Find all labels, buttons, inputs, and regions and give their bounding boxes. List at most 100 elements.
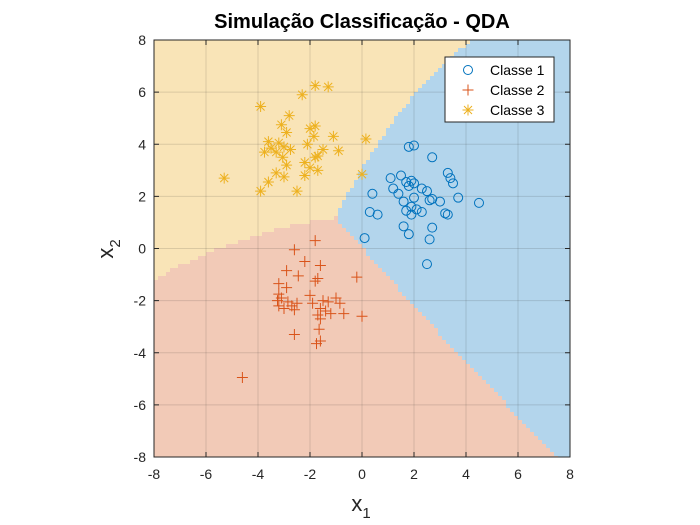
decision-region-cell: [442, 336, 570, 340]
y-tick-label: 0: [138, 241, 146, 257]
decision-region-cell: [466, 360, 570, 364]
data-point: [285, 143, 296, 155]
decision-region-cell: [154, 232, 262, 236]
decision-region-cell: [390, 124, 570, 128]
decision-region-cell: [406, 296, 570, 300]
decision-region-cell: [354, 236, 570, 240]
x-ticks: -8 -6 -4 -2 0 2 4 6 8: [148, 40, 574, 482]
decision-region-cell: [154, 184, 354, 188]
data-point: [288, 244, 300, 256]
decision-region-cell: [154, 204, 342, 208]
decision-region-cell: [158, 276, 390, 280]
decision-region-cell: [154, 308, 418, 312]
decision-region-cell: [154, 220, 310, 224]
decision-region-cell: [470, 40, 570, 44]
decision-region-cell: [154, 268, 170, 272]
data-point: [409, 178, 419, 189]
legend-marker: [462, 104, 474, 116]
data-point: [291, 297, 303, 309]
decision-region-cell: [458, 48, 570, 52]
data-point: [288, 329, 300, 341]
y-ticks: -8 -6 -4 -2 0 2 4 6 8: [134, 32, 570, 465]
decision-region-cell: [154, 72, 434, 76]
data-point: [427, 193, 438, 204]
decision-region-cell: [206, 252, 366, 256]
decision-region-cell: [154, 332, 438, 336]
decision-region-cell: [154, 348, 454, 352]
data-point: [317, 143, 329, 155]
data-point: [281, 127, 293, 139]
decision-region-cell: [154, 260, 190, 264]
decision-region-cell: [358, 240, 570, 244]
decision-region-cell: [154, 440, 542, 444]
decision-region-cell: [154, 212, 338, 216]
decision-region-cell: [374, 260, 570, 264]
decision-region-cell: [338, 208, 570, 212]
decision-region-cell: [378, 144, 570, 148]
data-point: [275, 119, 287, 131]
data-point: [409, 140, 419, 151]
decision-region-cell: [154, 172, 358, 176]
decision-region-cell: [486, 380, 570, 384]
decision-region-cell: [178, 264, 378, 268]
decision-region-cell: [154, 192, 346, 196]
data-point: [270, 146, 282, 158]
data-point: [278, 171, 290, 183]
series-1-points: [359, 140, 484, 270]
decision-region-cell: [386, 132, 570, 136]
data-point: [338, 308, 350, 320]
decision-region-cell: [154, 104, 406, 108]
decision-region-cell: [542, 440, 570, 444]
data-point: [312, 150, 324, 162]
data-point: [424, 195, 435, 206]
data-point: [309, 235, 321, 247]
decision-region-cell: [154, 240, 238, 244]
decision-region-cell: [154, 328, 438, 332]
data-point: [277, 151, 289, 163]
data-point: [409, 192, 419, 203]
x-axis-label-subscript: 1: [362, 505, 370, 522]
decision-region-cell: [454, 348, 570, 352]
decision-region-cell: [154, 424, 526, 428]
legend-item: Classe 1: [463, 62, 545, 78]
data-point: [442, 209, 453, 220]
decision-region-cell: [334, 216, 338, 220]
decision-region-cell: [154, 224, 290, 228]
data-point: [435, 196, 445, 207]
decision-region-cell: [494, 388, 570, 392]
legend-item: Classe 3: [462, 102, 545, 118]
decision-region-cell: [546, 444, 570, 448]
decision-region-cell: [154, 340, 446, 344]
decision-region-cell: [154, 412, 514, 416]
data-point: [278, 302, 290, 314]
data-point: [281, 265, 293, 277]
decision-region-cell: [154, 188, 350, 192]
decision-region-cell: [502, 396, 570, 400]
decision-region-cell: [342, 224, 570, 228]
decision-region-cell: [154, 312, 422, 316]
decision-region-cell: [310, 220, 338, 224]
data-point: [406, 175, 417, 186]
decision-region-cell: [154, 264, 178, 268]
data-point: [299, 256, 311, 268]
decision-region-cell: [154, 108, 402, 112]
decision-region-cell: [154, 272, 166, 276]
decision-region-cell: [154, 44, 466, 48]
decision-region-cell: [154, 432, 534, 436]
data-point: [236, 372, 248, 384]
decision-region-cell: [370, 256, 570, 260]
decision-region-cell: [522, 420, 570, 424]
decision-region-cell: [154, 92, 414, 96]
x-tick-label: -8: [148, 466, 161, 482]
data-point: [427, 152, 438, 163]
data-point: [255, 185, 267, 197]
decision-region-cell: [154, 236, 250, 240]
data-point: [320, 305, 332, 317]
data-point: [359, 233, 370, 244]
decision-region-cell: [154, 396, 502, 400]
decision-region-cell: [550, 448, 570, 452]
decision-region-cell: [338, 212, 570, 216]
decision-region-cell: [154, 48, 458, 52]
y-axis-label-subscript: 2: [107, 239, 124, 247]
decision-region-cell: [154, 356, 462, 360]
